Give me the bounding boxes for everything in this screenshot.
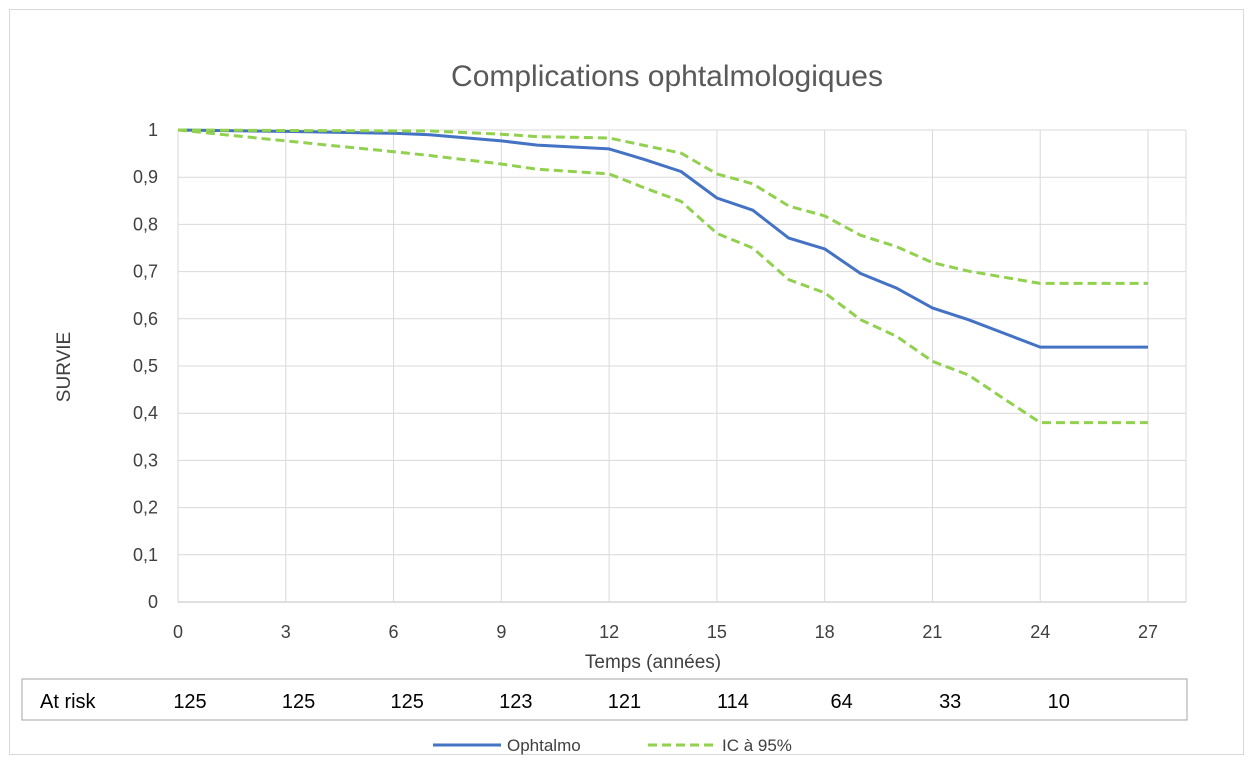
- x-tick-label: 12: [599, 622, 619, 642]
- ci-line-2: [177, 128, 1148, 425]
- x-tick-label: 15: [707, 622, 727, 642]
- y-tick-label: 0,2: [133, 498, 158, 518]
- x-tick-label: 18: [815, 622, 835, 642]
- chart-title: Complications ophtalmologiques: [451, 60, 883, 93]
- y-tick-label: 0,9: [133, 167, 158, 187]
- at-risk-value: 33: [939, 691, 961, 713]
- y-tick-label: 0,7: [133, 262, 158, 282]
- x-tick-label: 3: [281, 622, 291, 642]
- x-tick-label: 6: [389, 622, 399, 642]
- x-tick-label: 21: [922, 622, 942, 642]
- y-tick-label: 0,4: [133, 403, 158, 423]
- x-tick-label: 0: [173, 622, 183, 642]
- at-risk-border: [21, 678, 1188, 721]
- at-risk-value: 64: [830, 691, 852, 713]
- legend-label: IC à 95%: [722, 736, 792, 755]
- at-risk-table: At risk 125 125 125 123 121 114 64 33 10: [21, 678, 1188, 721]
- at-risk-value: 114: [717, 691, 749, 713]
- survival-line: [177, 128, 1148, 349]
- y-axis-ticks: 0 0,1 0,2 0,3 0,4 0,5 0,6 0,7 0,8 0,9 1: [133, 120, 158, 612]
- at-risk-value: 125: [391, 691, 424, 713]
- at-risk-value: 121: [608, 691, 641, 713]
- y-tick-label: 0,3: [133, 450, 158, 470]
- at-risk-value: 125: [173, 691, 206, 713]
- y-tick-label: 0,1: [133, 545, 158, 565]
- at-risk-value: 10: [1048, 691, 1070, 713]
- legend: Ophtalmo IC à 95%: [433, 736, 792, 755]
- y-tick-label: 0: [148, 592, 158, 612]
- y-axis-label: SURVIE: [54, 332, 75, 402]
- x-axis-label: Temps (années): [585, 652, 721, 673]
- x-axis-ticks: 0 3 6 9 12 15 18 21 24 27: [173, 622, 1158, 642]
- x-tick-label: 9: [496, 622, 506, 642]
- y-tick-label: 0,8: [133, 214, 158, 234]
- y-tick-label: 0,6: [133, 309, 158, 329]
- ci-line-1: [177, 128, 1148, 285]
- legend-label: Ophtalmo: [507, 736, 581, 755]
- at-risk-label: At risk: [40, 691, 97, 713]
- series-lines: [177, 128, 1148, 425]
- y-tick-label: 0,5: [133, 356, 158, 376]
- at-risk-value: 123: [499, 691, 532, 713]
- y-tick-label: 1: [148, 120, 158, 140]
- x-tick-label: 24: [1030, 622, 1050, 642]
- gridlines: [177, 129, 1187, 603]
- x-tick-label: 27: [1138, 622, 1158, 642]
- at-risk-value: 125: [282, 691, 315, 713]
